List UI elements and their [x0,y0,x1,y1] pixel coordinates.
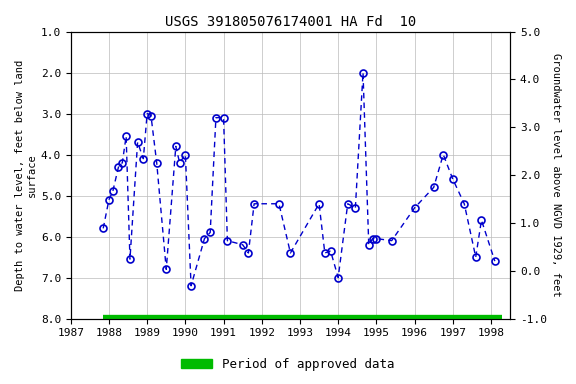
Y-axis label: Depth to water level, feet below land
surface: Depth to water level, feet below land su… [15,60,37,291]
Y-axis label: Groundwater level above NGVD 1929, feet: Groundwater level above NGVD 1929, feet [551,53,561,297]
Legend: Period of approved data: Period of approved data [176,353,400,376]
Title: USGS 391805076174001 HA Fd  10: USGS 391805076174001 HA Fd 10 [165,15,416,29]
